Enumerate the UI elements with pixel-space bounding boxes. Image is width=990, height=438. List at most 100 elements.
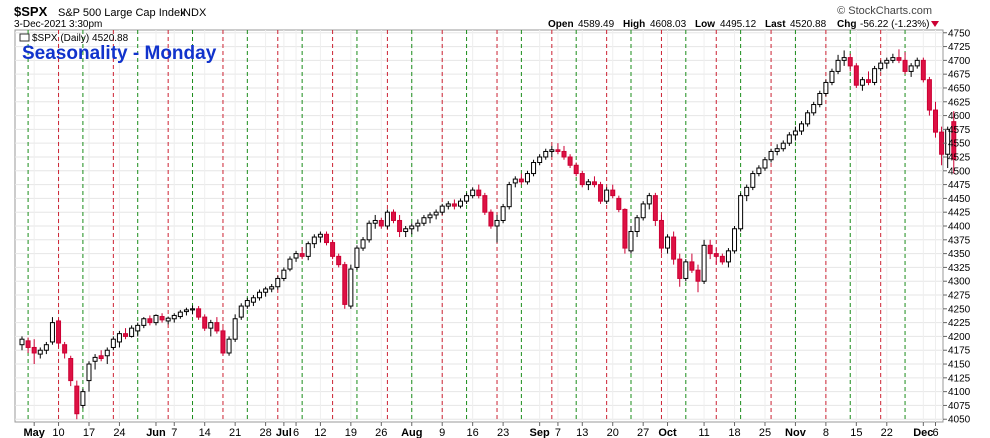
candle-body [585,181,591,186]
y-tick-label: 4250 [948,304,971,315]
candle-body [31,346,37,354]
candle-body [427,214,433,219]
x-tick-label: 15 [850,427,862,438]
candle-body [159,316,165,321]
chg-label: Chg [837,19,856,30]
x-tick-label: 22 [881,427,893,438]
x-tick-label: Nov [785,427,807,438]
grid [15,30,943,422]
y-tick-label: 4525 [948,152,971,163]
candle-body [829,70,835,83]
candle-body [196,308,202,318]
candle-body [257,291,263,299]
y-tick-label: 4500 [948,166,971,177]
x-tick-label: 9 [439,427,445,438]
candle-body [799,123,805,132]
candle-body [366,222,372,241]
symbol-text: $SPX [14,4,48,19]
y-tick-label: 4375 [948,235,971,246]
date-text: 3-Dec-2021 3:30pm [14,19,102,30]
candle-body [49,322,55,343]
candle-body [573,164,579,175]
candle-body [926,79,932,111]
candle-body [567,156,573,166]
candle-body [397,219,403,233]
candle-body [183,309,189,313]
candle-body [348,268,354,307]
candle-body [208,322,214,329]
candle-body [543,150,549,158]
x-tick-label: Sep [530,427,550,438]
x-tick-label: 10 [52,427,64,438]
candle-body [378,219,384,227]
candle-body [695,269,701,282]
candle-body [409,225,415,230]
x-tick-label: 16 [467,427,479,438]
candle-body [238,305,244,318]
candle-body [293,253,299,259]
candle-body [244,300,250,307]
x-tick-label: 18 [728,427,740,438]
open-value: 4589.49 [578,19,615,30]
candle-body [792,130,798,136]
candle-body [665,236,671,249]
x-tick-label: 7 [555,427,561,438]
candle-body [68,358,74,382]
high-value: 4608.03 [650,19,687,30]
candle-body [214,322,220,332]
candle-body [939,131,945,155]
x-tick-label: 27 [637,427,649,438]
candle-body [689,261,695,271]
candle-body [250,297,256,303]
candle-body [853,65,859,86]
candle-body [390,211,396,221]
candle-body [713,253,719,257]
x-tick-label: 6 [293,427,299,438]
candle-body [56,320,62,344]
candle-body [756,167,762,175]
candle-body [488,211,494,227]
candle-body [750,173,756,188]
candle-body [622,208,628,249]
candle-body [171,314,177,320]
x-tick-label: 24 [113,427,125,438]
x-axis: May 10 17 24 Jun 7 14 21 28 Jul 6 12 19 26 Aug 9 16 23 Sep… [23,422,939,438]
candle-body [433,211,439,216]
candle-body [305,243,311,257]
candle-body [403,228,409,233]
candle-body [872,68,878,83]
candle-body [500,206,506,221]
candle-body [591,181,597,186]
candle-body [719,255,725,263]
down-arrow-icon [931,21,939,27]
y-tick-label: 4675 [948,70,971,81]
candle-body [884,59,890,64]
candle-body [464,195,470,202]
candle-body [908,65,914,72]
candle-body [683,261,689,279]
candle-body [732,228,738,252]
candle-body [890,57,896,61]
candle-body [226,338,232,354]
candle-body [62,344,68,354]
candle-body [147,318,153,324]
candle-body [439,205,445,213]
y-tick-label: 4350 [948,249,971,260]
candle-body [482,195,488,213]
y-tick-label: 4450 [948,194,971,205]
candle-body [524,173,530,183]
candle-body [476,189,482,197]
candle-body [281,269,287,279]
low-label: Low [695,19,715,30]
candle-body [646,195,652,205]
chart-title: Seasonality - Monday [22,43,217,64]
candle-body [129,327,135,337]
y-tick-label: 4200 [948,332,971,343]
candle-body [701,244,707,282]
candle-body [531,162,537,175]
candle-body [451,203,457,207]
y-tick-label: 4125 [948,373,971,384]
candle-body [823,81,829,94]
candle-body [859,79,865,86]
candle-body [299,253,305,257]
